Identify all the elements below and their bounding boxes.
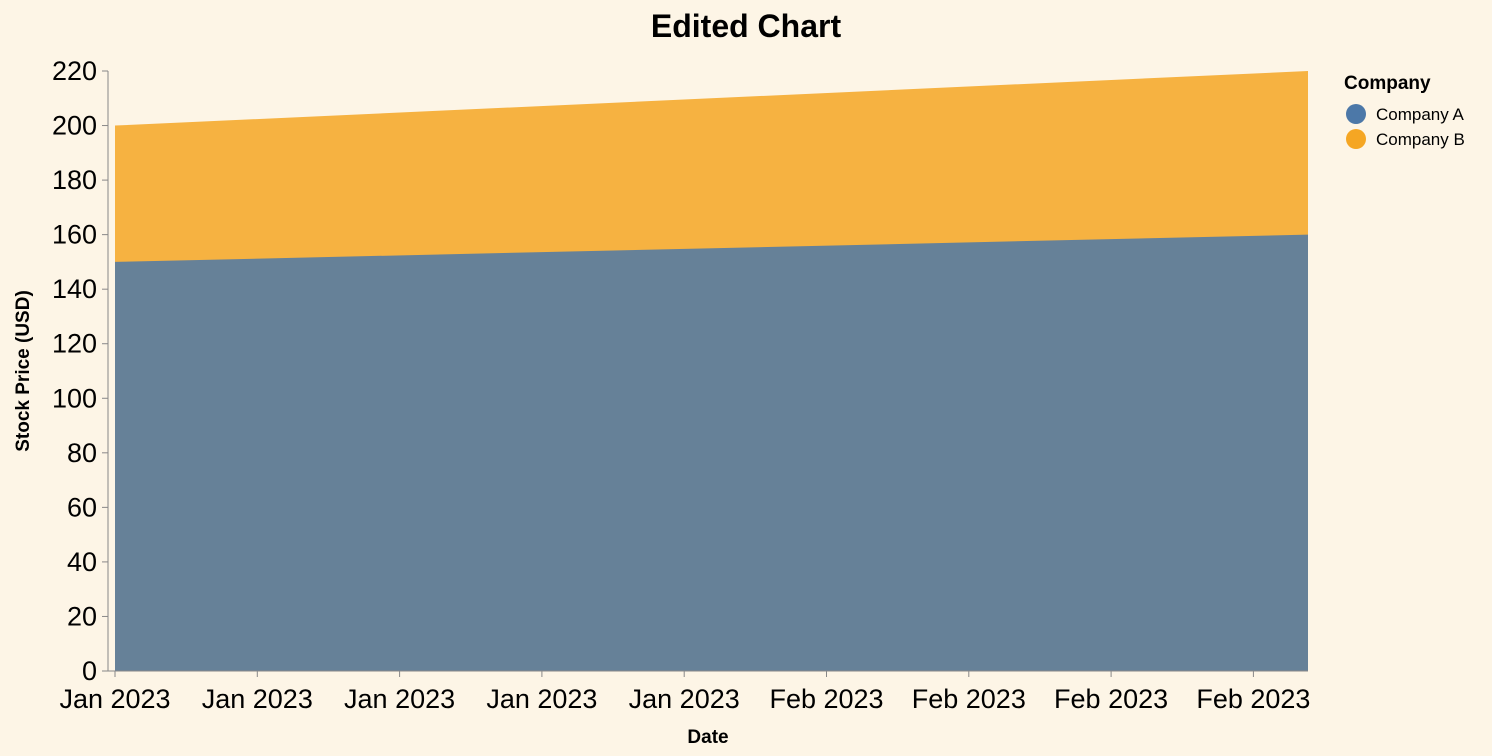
y-tick-label: 60 [67, 492, 97, 522]
y-tick-label: 220 [52, 56, 97, 86]
x-tick-label: Feb 2023 [1054, 684, 1168, 714]
y-axis-title: Stock Price (USD) [13, 290, 34, 452]
y-tick-label: 40 [67, 547, 97, 577]
y-tick-label: 140 [52, 274, 97, 304]
y-tick-label: 100 [52, 383, 97, 413]
y-tick-label: 20 [67, 601, 97, 631]
x-axis-ticks: Jan 2023 Jan 2023 Jan 2023 Jan 2023 Jan 2023… [59, 671, 1310, 714]
legend-label-company-a: Company A [1376, 105, 1465, 124]
chart-title: Edited Chart [651, 8, 842, 44]
x-tick-label: Feb 2023 [1196, 684, 1310, 714]
x-tick-label: Jan 2023 [344, 684, 455, 714]
legend-label-company-b: Company B [1376, 130, 1465, 149]
x-tick-label: Jan 2023 [59, 684, 170, 714]
x-tick-label: Jan 2023 [486, 684, 597, 714]
y-tick-label: 160 [52, 220, 97, 250]
y-tick-label: 200 [52, 111, 97, 141]
legend-swatch-company-b [1346, 129, 1366, 149]
y-tick-label: 80 [67, 438, 97, 468]
legend: Company Company A Company B [1344, 73, 1465, 149]
y-axis-ticks: 0 20 40 60 80 100 120 140 160 180 200 220 [52, 56, 108, 686]
x-tick-label: Jan 2023 [202, 684, 313, 714]
legend-swatch-company-a [1346, 104, 1366, 124]
x-tick-label: Feb 2023 [912, 684, 1026, 714]
y-tick-label: 180 [52, 165, 97, 195]
legend-title: Company [1344, 73, 1431, 94]
area-company-a [115, 234, 1308, 672]
series-layer [115, 71, 1308, 672]
x-tick-label: Jan 2023 [629, 684, 740, 714]
x-tick-label: Feb 2023 [769, 684, 883, 714]
legend-items: Company A Company B [1346, 104, 1465, 149]
y-tick-label: 120 [52, 329, 97, 359]
y-tick-label: 0 [82, 656, 97, 686]
x-axis-title: Date [687, 727, 728, 748]
